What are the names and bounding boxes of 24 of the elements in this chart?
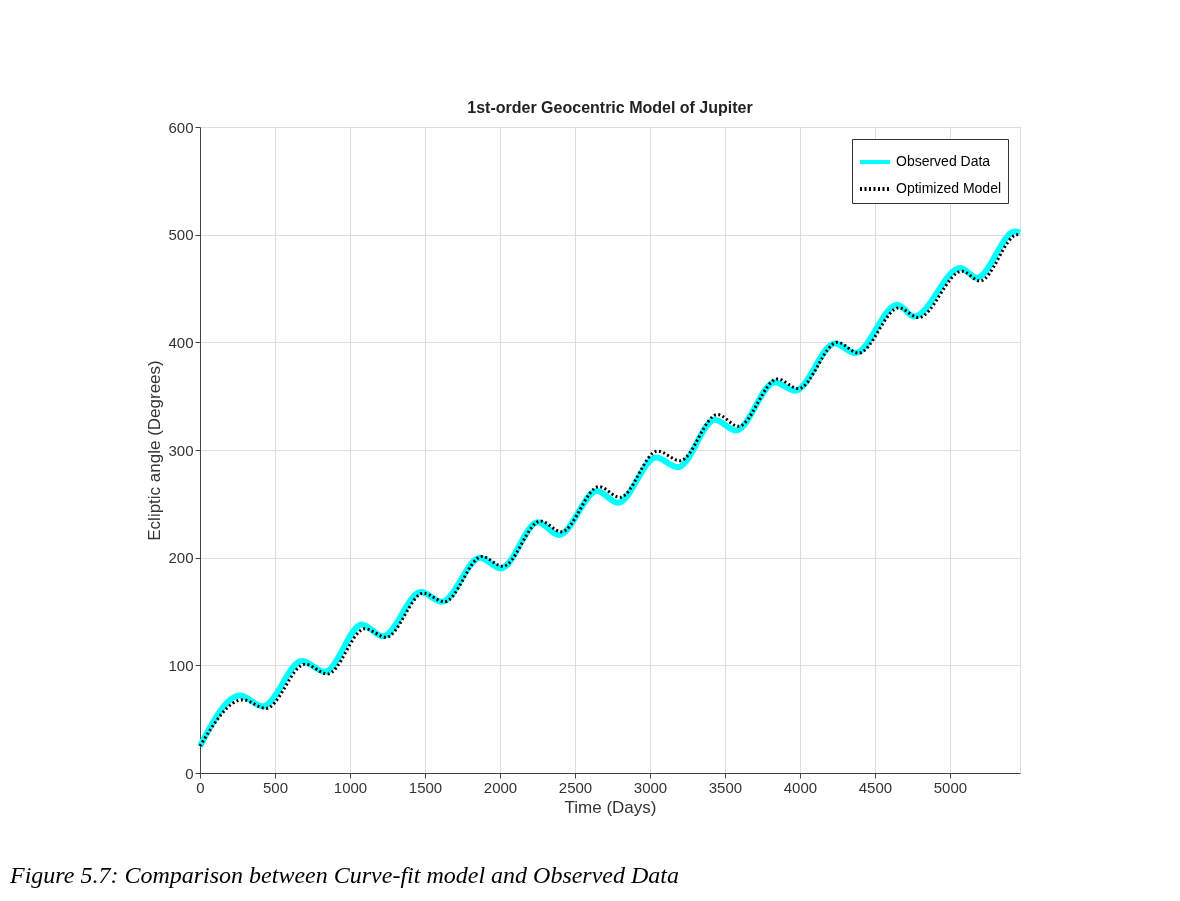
y-tick-label: 300 — [168, 441, 194, 459]
x-tick-label: 3500 — [708, 778, 743, 796]
y-tick-label: 400 — [168, 333, 194, 351]
caption: Figure 5.7: Comparison between Curve-fit model and Observed Data — [9, 862, 680, 888]
x-axis-title: Time (Days) — [564, 797, 657, 817]
y-tick-label: 600 — [168, 118, 194, 136]
x-tick-label: 2000 — [483, 778, 518, 796]
x-tick-label: 4500 — [858, 778, 893, 796]
x-tick-label: 2500 — [558, 778, 593, 796]
x-tick-label: 3000 — [633, 778, 668, 796]
chart-title: 1st-order Geocentric Model of Jupiter — [467, 99, 753, 116]
y-axis-title: Ecliptic angle (Degrees) — [145, 360, 165, 541]
y-tick-label: 0 — [185, 764, 194, 782]
y-tick-label: 100 — [168, 656, 194, 674]
x-tick-label: 0 — [196, 778, 205, 796]
x-tick-label: 5000 — [933, 778, 968, 796]
x-tick-label: 500 — [262, 778, 289, 796]
legend-label: Observed Data — [896, 153, 991, 169]
y-tick-label: 500 — [168, 226, 194, 244]
x-tick-label: 4000 — [783, 778, 818, 796]
y-tick-label: 200 — [168, 549, 194, 567]
legend-label: Optimized Model — [896, 180, 1002, 196]
x-tick-label: 1500 — [408, 778, 443, 796]
x-tick-label: 1000 — [333, 778, 368, 796]
